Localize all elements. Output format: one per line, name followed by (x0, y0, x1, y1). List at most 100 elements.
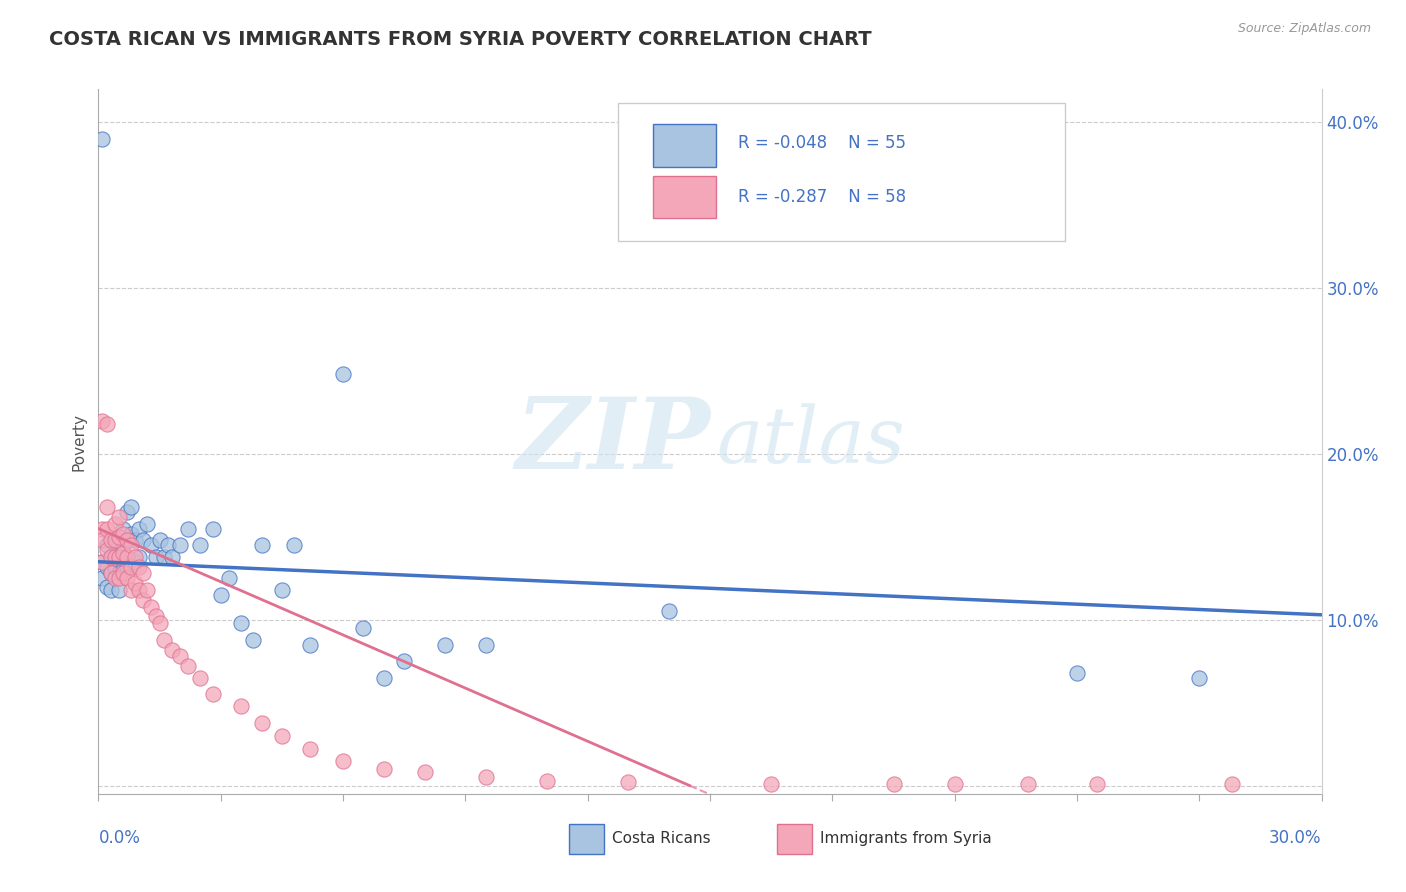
Point (91, 132, 114, 146)
Point (104, 538, 127, 552)
Point (100, 549, 122, 564)
Point (100, 566, 122, 581)
Point (474, 638, 498, 652)
Point (270, 582, 294, 597)
Point (188, 538, 212, 552)
Point (120, 500, 142, 514)
Point (111, 522, 134, 536)
Point (96, 522, 118, 536)
Point (149, 533, 172, 548)
Point (128, 522, 150, 536)
Point (100, 533, 122, 548)
Point (115, 571, 138, 585)
Point (96, 500, 118, 514)
Point (413, 765, 436, 780)
Point (160, 549, 183, 564)
Point (108, 530, 131, 544)
Text: COSTA RICAN VS IMMIGRANTS FROM SYRIA POVERTY CORRELATION CHART: COSTA RICAN VS IMMIGRANTS FROM SYRIA POV… (49, 30, 872, 49)
Point (128, 549, 150, 564)
Point (108, 549, 131, 564)
Point (141, 538, 163, 552)
Point (108, 582, 131, 597)
Text: Source: ZipAtlas.com: Source: ZipAtlas.com (1237, 22, 1371, 36)
Point (392, 654, 416, 668)
Text: R = -0.287    N = 58: R = -0.287 N = 58 (738, 188, 907, 206)
Point (177, 522, 200, 536)
Point (115, 533, 138, 548)
Point (474, 770, 498, 784)
Point (100, 549, 122, 564)
Point (209, 588, 232, 602)
Point (120, 582, 142, 597)
Point (104, 516, 127, 531)
Point (231, 616, 253, 631)
Point (115, 533, 138, 548)
Point (201, 522, 224, 536)
FancyBboxPatch shape (619, 103, 1064, 241)
Point (104, 533, 127, 548)
Point (152, 632, 174, 647)
Point (250, 715, 273, 730)
Point (108, 510, 131, 524)
Point (128, 582, 150, 597)
Point (242, 632, 264, 647)
Point (658, 605, 681, 619)
Point (152, 549, 174, 564)
Text: atlas: atlas (716, 403, 905, 480)
Point (91, 414, 114, 428)
Point (96, 580, 118, 594)
Point (352, 621, 374, 635)
Point (111, 563, 134, 577)
Point (132, 593, 155, 607)
Point (104, 549, 127, 564)
Point (91, 555, 114, 569)
Point (100, 582, 122, 597)
Point (1188, 671, 1211, 685)
Point (115, 549, 138, 564)
Point (108, 549, 131, 564)
Point (111, 526, 134, 541)
Bar (778, 824, 811, 854)
Point (250, 538, 273, 552)
Point (115, 559, 138, 574)
Point (111, 538, 134, 552)
Point (617, 775, 640, 789)
Point (96, 559, 118, 574)
Point (96, 417, 118, 431)
Point (111, 566, 134, 581)
Point (177, 659, 200, 673)
Point (104, 559, 127, 574)
Point (536, 773, 558, 788)
Text: ZIP: ZIP (515, 393, 710, 490)
Point (270, 729, 294, 743)
Point (91, 571, 114, 585)
Point (124, 576, 146, 591)
Point (188, 671, 212, 685)
Text: 0.0%: 0.0% (98, 830, 141, 847)
Point (1017, 777, 1039, 791)
Point (201, 687, 224, 701)
Point (145, 609, 167, 624)
Point (761, 777, 783, 791)
Point (111, 546, 134, 560)
Point (231, 698, 253, 713)
Point (91, 555, 114, 569)
Point (169, 538, 191, 552)
Point (108, 566, 131, 581)
Bar (652, 124, 716, 167)
Point (91, 533, 114, 548)
Point (883, 777, 905, 791)
Point (1220, 777, 1243, 791)
Point (149, 616, 172, 631)
Point (145, 549, 167, 564)
Point (218, 571, 240, 585)
Point (434, 638, 457, 652)
Point (115, 505, 138, 519)
Point (136, 516, 159, 531)
Point (373, 671, 395, 685)
Bar (569, 824, 603, 854)
Point (169, 649, 191, 664)
Y-axis label: Poverty: Poverty (72, 412, 87, 471)
Point (100, 566, 122, 581)
Point (1085, 777, 1108, 791)
